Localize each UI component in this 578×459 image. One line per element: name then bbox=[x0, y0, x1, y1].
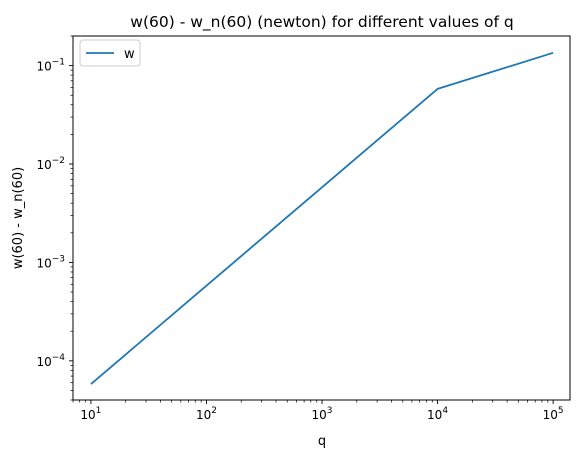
legend-label: w bbox=[124, 47, 135, 62]
series-line-w bbox=[90, 51, 554, 385]
x-axis-label: q bbox=[318, 434, 326, 449]
legend: w bbox=[79, 39, 141, 67]
y-axis: 10−410−310−210−1 bbox=[36, 35, 73, 401]
plot-area bbox=[90, 51, 554, 385]
chart-title: w(60) - w_n(60) (newton) for different v… bbox=[130, 13, 513, 32]
y-axis-label: w(60) - w_n(60) bbox=[11, 167, 26, 269]
axes-frame bbox=[72, 35, 571, 401]
